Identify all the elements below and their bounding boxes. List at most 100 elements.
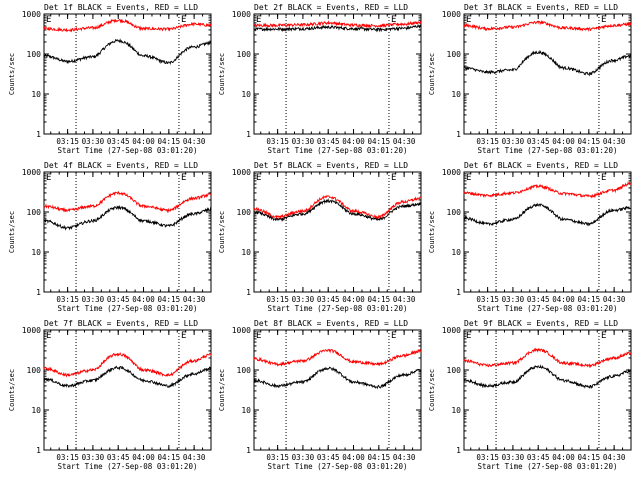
y-tick-label: 1 <box>246 446 251 455</box>
x-tick-label: 04:15 <box>158 453 181 462</box>
x-tick-label: 04:30 <box>183 453 206 462</box>
plot-frame <box>463 13 632 135</box>
x-axis-label: Start Time (27-Sep-08 03:01:20) <box>268 146 408 155</box>
x-tick-label: 04:00 <box>552 295 575 304</box>
x-tick-label: 04:30 <box>183 295 206 304</box>
y-tick-label: 1000 <box>22 168 41 177</box>
x-tick-label: 03:15 <box>266 295 289 304</box>
x-tick-label: 03:45 <box>527 295 550 304</box>
x-tick-label: 03:45 <box>107 295 130 304</box>
x-tick-label: 03:45 <box>107 453 130 462</box>
y-tick-label: 10 <box>451 406 461 415</box>
y-tick-label: 1 <box>246 130 251 139</box>
y-tick-label: 1000 <box>232 326 251 335</box>
x-axis-label: Start Time (27-Sep-08 03:01:20) <box>58 462 198 471</box>
x-tick-label: 04:00 <box>342 295 365 304</box>
y-tick-label: 1000 <box>442 168 461 177</box>
marker-label: E <box>181 15 186 25</box>
panel-4: Det 4f BLACK = Events, RED = LLD 1 10 100 10… <box>8 161 212 313</box>
x-axis-label: Start Time (27-Sep-08 03:01:20) <box>478 304 618 313</box>
panel-5: Det 5f BLACK = Events, RED = LLD 1 10 100 10… <box>218 161 422 313</box>
x-tick-label: 04:00 <box>552 137 575 146</box>
plot-title: Det 4f BLACK = Events, RED = LLD <box>44 161 198 170</box>
x-tick-label: 03:30 <box>292 453 315 462</box>
x-tick-label: 03:30 <box>82 453 105 462</box>
events-series-line <box>43 38 212 66</box>
x-tick-label: 03:30 <box>82 295 105 304</box>
x-tick-label: 03:30 <box>502 137 525 146</box>
x-tick-label: 03:45 <box>317 295 340 304</box>
x-axis-label: Start Time (27-Sep-08 03:01:20) <box>268 462 408 471</box>
y-axis-label: Counts/sec <box>218 369 226 411</box>
plot-title: Det 1f BLACK = Events, RED = LLD <box>44 3 198 12</box>
y-tick-label: 10 <box>31 248 41 257</box>
plot-frame <box>43 13 212 135</box>
marker-label: E <box>391 173 396 183</box>
x-tick-label: 04:30 <box>603 453 626 462</box>
y-tick-label: 10 <box>451 248 461 257</box>
marker-label: E <box>601 173 606 183</box>
x-tick-label: 03:30 <box>292 295 315 304</box>
y-tick-label: 10 <box>241 406 251 415</box>
events-series-line <box>43 204 212 231</box>
x-axis-label: Start Time (27-Sep-08 03:01:20) <box>478 146 618 155</box>
panel-3: Det 3f BLACK = Events, RED = LLD 1 10 100 10… <box>428 3 632 155</box>
y-tick-label: 10 <box>31 406 41 415</box>
x-axis-label: Start Time (27-Sep-08 03:01:20) <box>268 304 408 313</box>
events-series-line <box>253 366 422 390</box>
x-tick-label: 04:15 <box>158 137 181 146</box>
y-tick-label: 1 <box>246 288 251 297</box>
x-tick-label: 03:45 <box>317 137 340 146</box>
plot-frame <box>253 329 422 451</box>
x-tick-label: 04:00 <box>132 295 155 304</box>
y-axis-label: Counts/sec <box>218 211 226 253</box>
marker-label: E <box>256 331 261 341</box>
y-tick-label: 1 <box>456 288 461 297</box>
y-tick-label: 100 <box>447 208 462 217</box>
y-tick-label: 1 <box>456 446 461 455</box>
panel-2: Det 2f BLACK = Events, RED = LLD 1 10 100 10… <box>218 3 422 155</box>
lld-series-line <box>463 181 632 199</box>
plot-frame <box>463 171 632 293</box>
marker-label: E <box>46 173 51 183</box>
marker-label: E <box>181 331 186 341</box>
marker-label: E <box>391 331 396 341</box>
y-tick-label: 100 <box>237 208 252 217</box>
y-tick-label: 1000 <box>22 10 41 19</box>
y-tick-label: 1 <box>36 130 41 139</box>
x-tick-label: 04:15 <box>158 295 181 304</box>
x-tick-label: 03:30 <box>292 137 315 146</box>
x-tick-label: 03:30 <box>502 295 525 304</box>
y-tick-label: 10 <box>241 90 251 99</box>
panel-1: Det 1f BLACK = Events, RED = LLD 1 10 100 10… <box>8 3 212 155</box>
events-series-line <box>463 364 632 390</box>
x-tick-label: 04:30 <box>603 137 626 146</box>
events-series-line <box>463 49 632 77</box>
y-tick-label: 100 <box>27 50 42 59</box>
marker-label: E <box>466 331 471 341</box>
x-tick-label: 03:45 <box>107 137 130 146</box>
y-axis-label: Counts/sec <box>428 211 436 253</box>
panel-9: Det 9f BLACK = Events, RED = LLD 1 10 100 10… <box>428 319 632 471</box>
panel-6: Det 6f BLACK = Events, RED = LLD 1 10 100 10… <box>428 161 632 313</box>
x-tick-label: 03:45 <box>317 453 340 462</box>
x-tick-label: 04:00 <box>132 137 155 146</box>
plot-title: Det 2f BLACK = Events, RED = LLD <box>254 3 408 12</box>
marker-label: E <box>601 15 606 25</box>
x-tick-label: 04:30 <box>183 137 206 146</box>
x-tick-label: 04:15 <box>578 295 601 304</box>
marker-label: E <box>46 331 51 341</box>
x-tick-label: 03:30 <box>82 137 105 146</box>
y-tick-label: 100 <box>447 50 462 59</box>
x-tick-label: 04:30 <box>393 137 416 146</box>
x-tick-label: 04:15 <box>368 453 391 462</box>
y-tick-label: 1 <box>456 130 461 139</box>
y-tick-label: 10 <box>241 248 251 257</box>
x-tick-label: 03:15 <box>56 295 79 304</box>
marker-label: E <box>181 173 186 183</box>
x-tick-label: 03:15 <box>476 453 499 462</box>
y-axis-label: Counts/sec <box>8 211 16 253</box>
plot-title: Det 7f BLACK = Events, RED = LLD <box>44 319 198 328</box>
y-tick-label: 100 <box>447 366 462 375</box>
y-tick-label: 100 <box>27 366 42 375</box>
